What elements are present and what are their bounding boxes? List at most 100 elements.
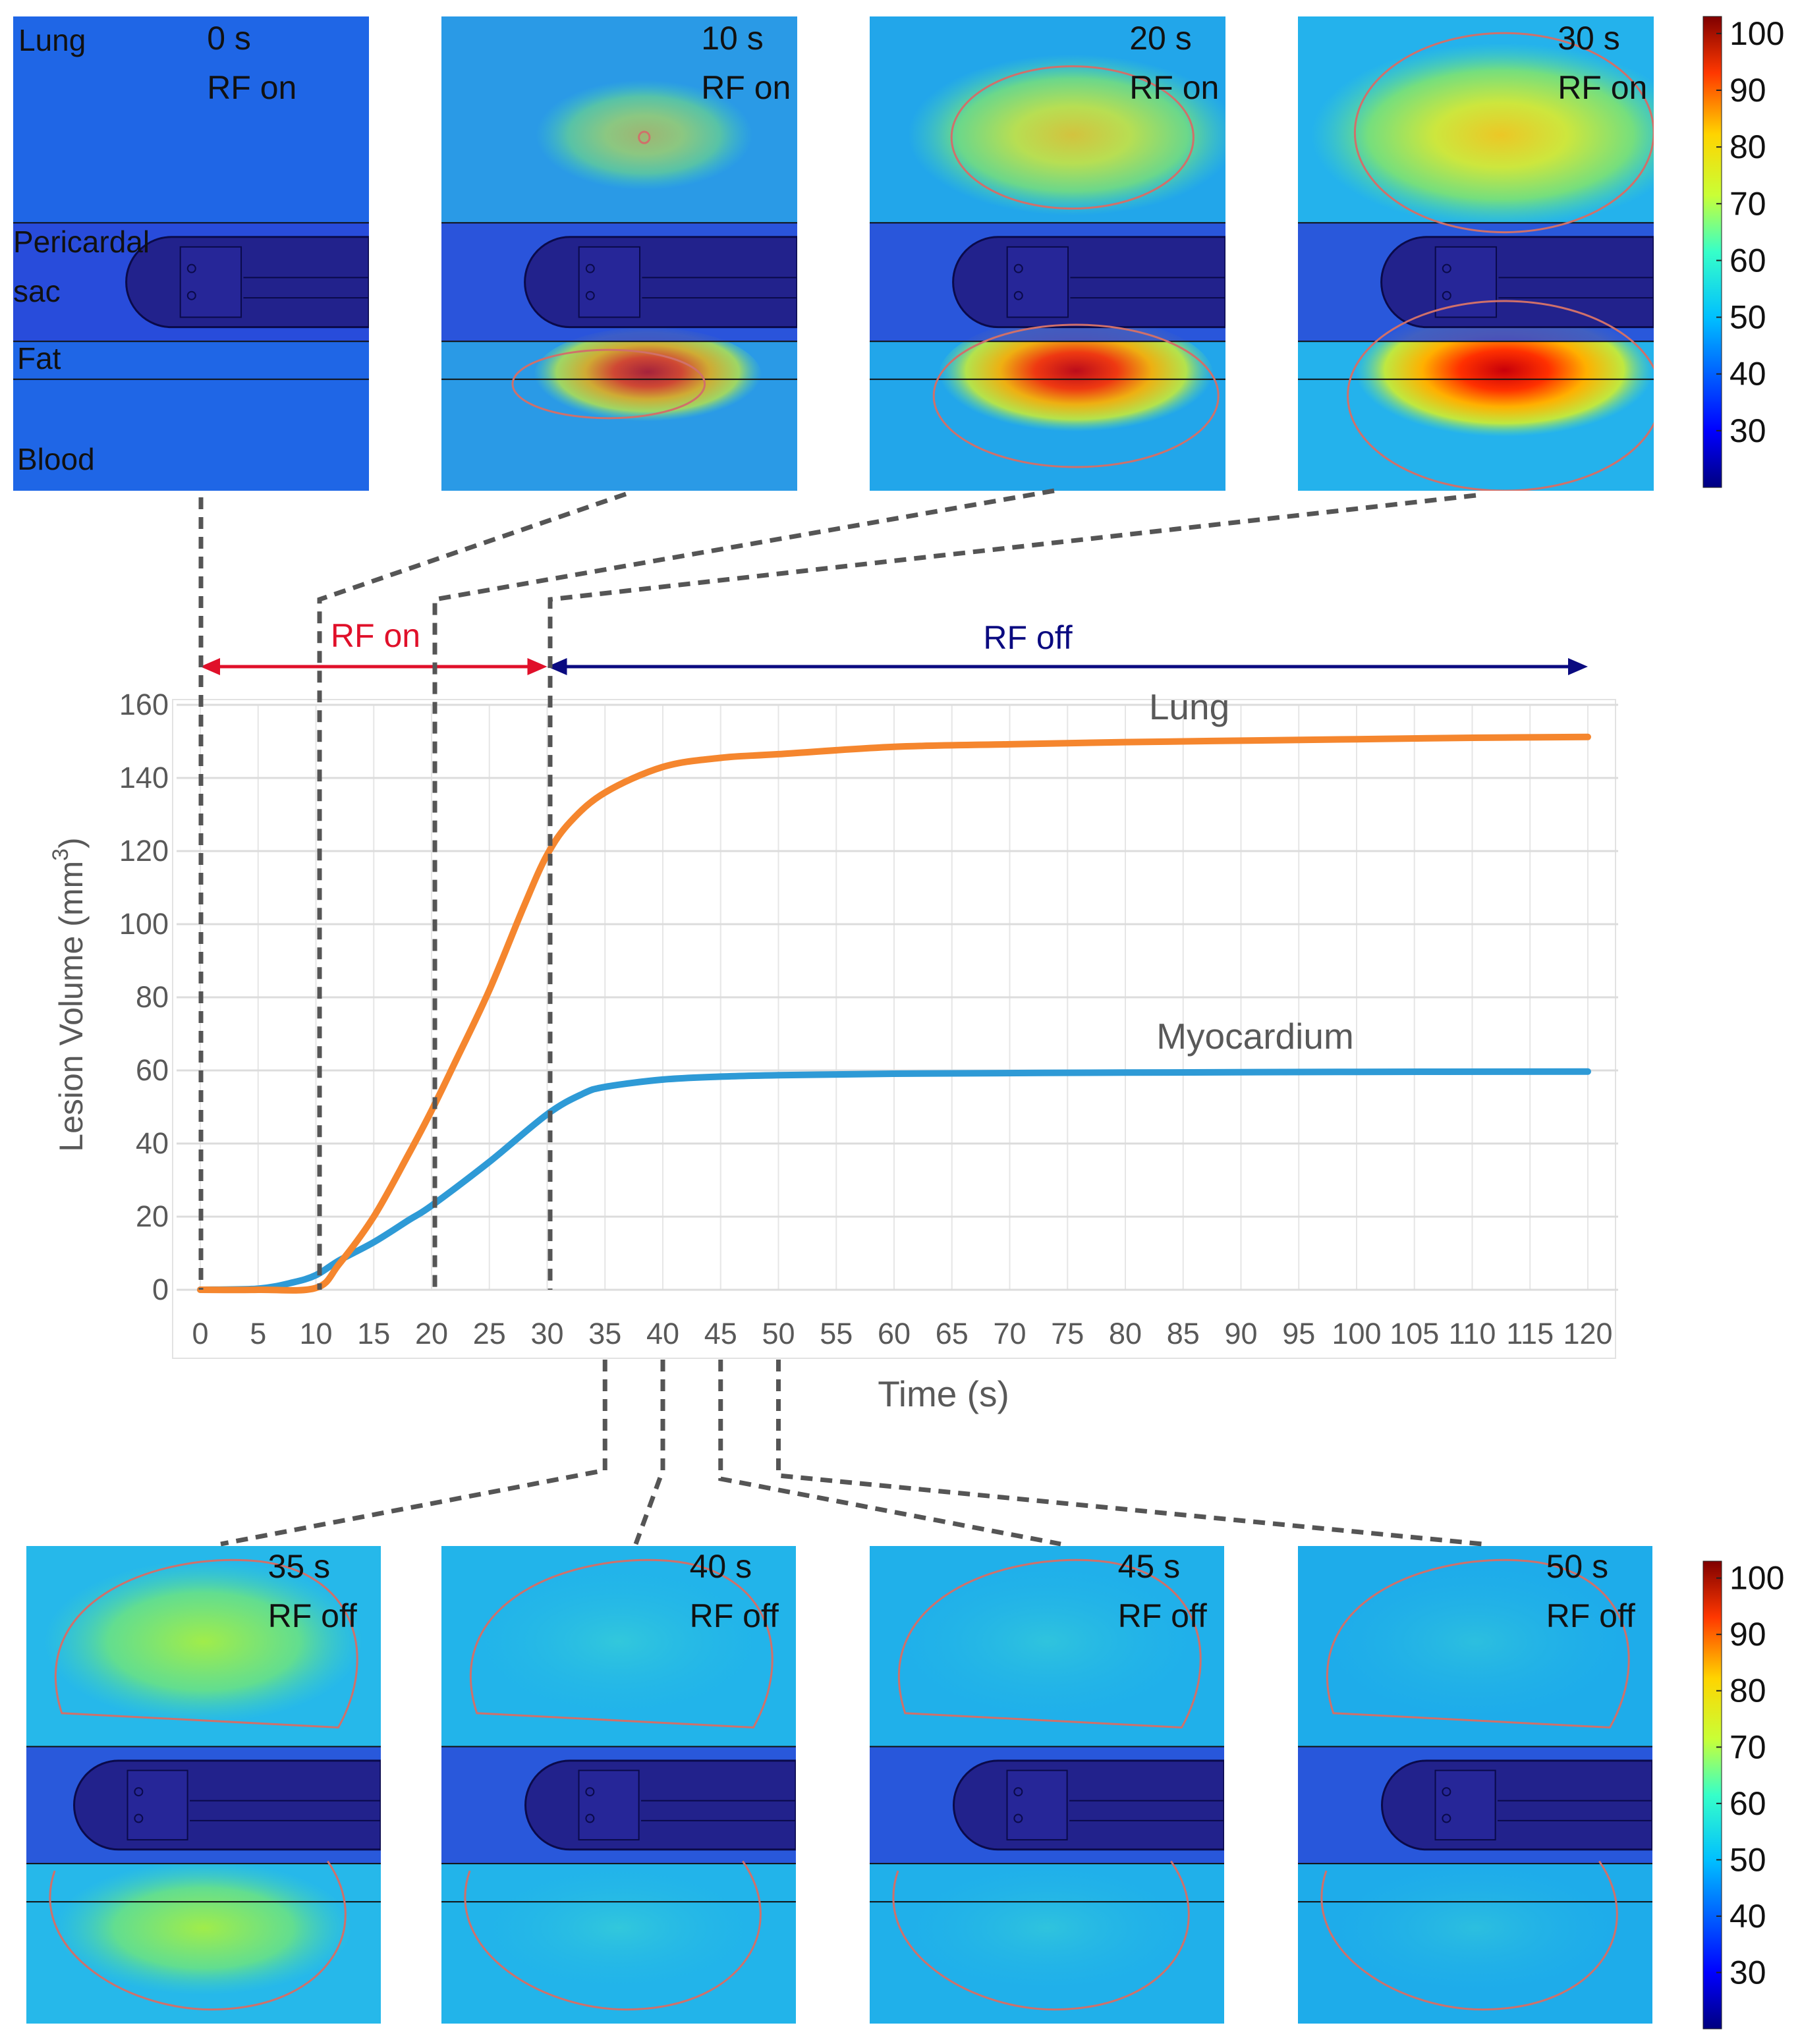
x-tick-label: 95 — [1282, 1317, 1315, 1350]
x-tick-label: 105 — [1390, 1317, 1439, 1350]
series-line-myocardium — [197, 1068, 1591, 1293]
top-panel-time-label: 0 s — [207, 20, 251, 57]
bottom-panel: 35 s RF off — [26, 1546, 381, 2024]
tissue-label-pericardial: Pericardal — [13, 225, 150, 259]
catheter-hole — [1013, 263, 1023, 273]
colorbar-tick-label: 90 — [1730, 72, 1766, 109]
lung-lesion-contour — [638, 130, 651, 144]
bottom-panel-state-label: RF off — [1118, 1597, 1207, 1634]
top-panel: 10 s RF on — [441, 16, 797, 491]
catheter-hole — [1013, 290, 1023, 300]
colorbar-tick-label: 60 — [1730, 242, 1766, 279]
lung-heat-zone — [1315, 1560, 1635, 1723]
lung-lesion-contour — [1326, 1559, 1630, 1729]
colorbar-tick-label: 90 — [1730, 1616, 1766, 1653]
catheter-hole — [134, 1787, 144, 1797]
fat-lesion-contour — [1347, 300, 1654, 491]
x-tick-label: 115 — [1506, 1317, 1554, 1350]
panel-content — [13, 16, 369, 491]
panel-content — [441, 1546, 796, 2024]
y-tick-label: 0 — [152, 1273, 169, 1306]
series-line-lung — [197, 733, 1591, 1294]
x-tick-label: 45 — [704, 1317, 737, 1350]
bottom-panel-time-label: 40 s — [690, 1548, 752, 1585]
bottom-panel-state-label: RF off — [690, 1597, 779, 1634]
bottom-panel-state-label: RF off — [268, 1597, 357, 1634]
lung-heat-zone — [1311, 43, 1654, 227]
lung-heat-zone — [908, 54, 1225, 216]
connector-line — [718, 1360, 1061, 1547]
y-axis-title: Lesion Volume (mm3) — [48, 837, 90, 1151]
top-panel-time-label: 10 s — [701, 20, 764, 57]
fat-heat-zone — [470, 1861, 768, 1995]
tissue-label-sac: sac — [13, 274, 61, 308]
colorbar-tick-label: 100 — [1730, 15, 1784, 52]
catheter-hole — [1013, 1813, 1023, 1823]
rf-off-arrowhead-left — [547, 658, 567, 675]
x-axis-title: Time (s) — [878, 1373, 1009, 1414]
catheter-hole — [585, 1787, 595, 1797]
connector-line — [432, 488, 1055, 1290]
bottom-panel-time-label: 45 s — [1118, 1548, 1181, 1585]
connector-line — [220, 1360, 607, 1547]
bottom-panel-time-label: 35 s — [268, 1548, 331, 1585]
catheter-body — [952, 236, 1225, 329]
catheter-hole — [1442, 263, 1451, 273]
colorbar-tick-label: 80 — [1730, 1672, 1766, 1709]
catheter-body — [524, 236, 797, 329]
colorbar-gradient — [1702, 16, 1722, 488]
x-tick-label: 55 — [820, 1317, 853, 1350]
catheter-body — [953, 1759, 1224, 1851]
fat-lesion-contour — [892, 1860, 1190, 2011]
panel-content — [870, 16, 1225, 491]
colorbar-tick-label: 30 — [1730, 412, 1766, 449]
tissue-label-fat: Fat — [17, 341, 61, 375]
catheter-body — [1381, 1759, 1652, 1851]
top-panel: 30 s RF on — [1298, 16, 1654, 491]
fat-heat-zone — [533, 327, 762, 427]
bottom-panel: 50 s RF off — [1298, 1546, 1652, 2024]
rf-on-arrowhead-left — [200, 658, 220, 675]
x-tick-label: 85 — [1167, 1317, 1200, 1350]
rf-off-arrowhead-right — [1568, 658, 1588, 675]
lung-lesion-contour — [950, 65, 1195, 210]
fat-lesion-contour — [49, 1860, 347, 2011]
x-tick-label: 70 — [993, 1317, 1026, 1350]
catheter-electrode — [1434, 1769, 1496, 1840]
lung-lesion-contour — [897, 1559, 1202, 1729]
top-panel-time-label: 20 s — [1129, 20, 1192, 57]
series-label-myocardium: Myocardium — [1156, 1016, 1354, 1057]
tissue-label-lung: Lung — [18, 23, 86, 57]
colorbar-tick-label: 40 — [1730, 1898, 1766, 1935]
catheter-electrode — [578, 246, 641, 318]
lung-lesion-contour — [469, 1559, 773, 1729]
fat-heat-zone — [898, 1861, 1196, 1995]
x-tick-label: 20 — [415, 1317, 448, 1350]
panel-content — [441, 16, 797, 491]
top-panel: 20 s RF on — [870, 16, 1225, 491]
x-tick-label: 100 — [1332, 1317, 1381, 1350]
top-panel-state-label: RF on — [701, 69, 791, 106]
panel-content — [1298, 16, 1654, 491]
panel-content — [26, 1546, 381, 2024]
top-panel-state-label: RF on — [1129, 69, 1219, 106]
x-tick-label: 35 — [588, 1317, 621, 1350]
colorbar-tick-label: 100 — [1730, 1560, 1784, 1597]
catheter-hole — [186, 263, 196, 273]
y-axis-title-close: ) — [53, 837, 90, 848]
catheter-hole — [1442, 1813, 1451, 1823]
colorbar: 100 90 80 70 60 50 40 30 — [1702, 15, 1784, 488]
y-axis-title-superscript: 3 — [48, 848, 73, 861]
y-tick-label: 140 — [119, 761, 169, 794]
chart-frame — [172, 699, 1616, 1359]
catheter-hole — [186, 290, 196, 300]
fat-lesion-contour — [464, 1860, 762, 2011]
x-tick-label: 90 — [1224, 1317, 1257, 1350]
bottom-panel-state-label: RF off — [1546, 1597, 1635, 1634]
bottom-panel-time-label: 50 s — [1546, 1548, 1609, 1585]
x-tick-label: 10 — [299, 1317, 332, 1350]
colorbar-gradient — [1702, 1561, 1722, 2030]
x-tick-label: 15 — [357, 1317, 390, 1350]
fat-lesion-contour — [1320, 1860, 1618, 2011]
rf-on-arrowhead-right — [527, 658, 548, 675]
